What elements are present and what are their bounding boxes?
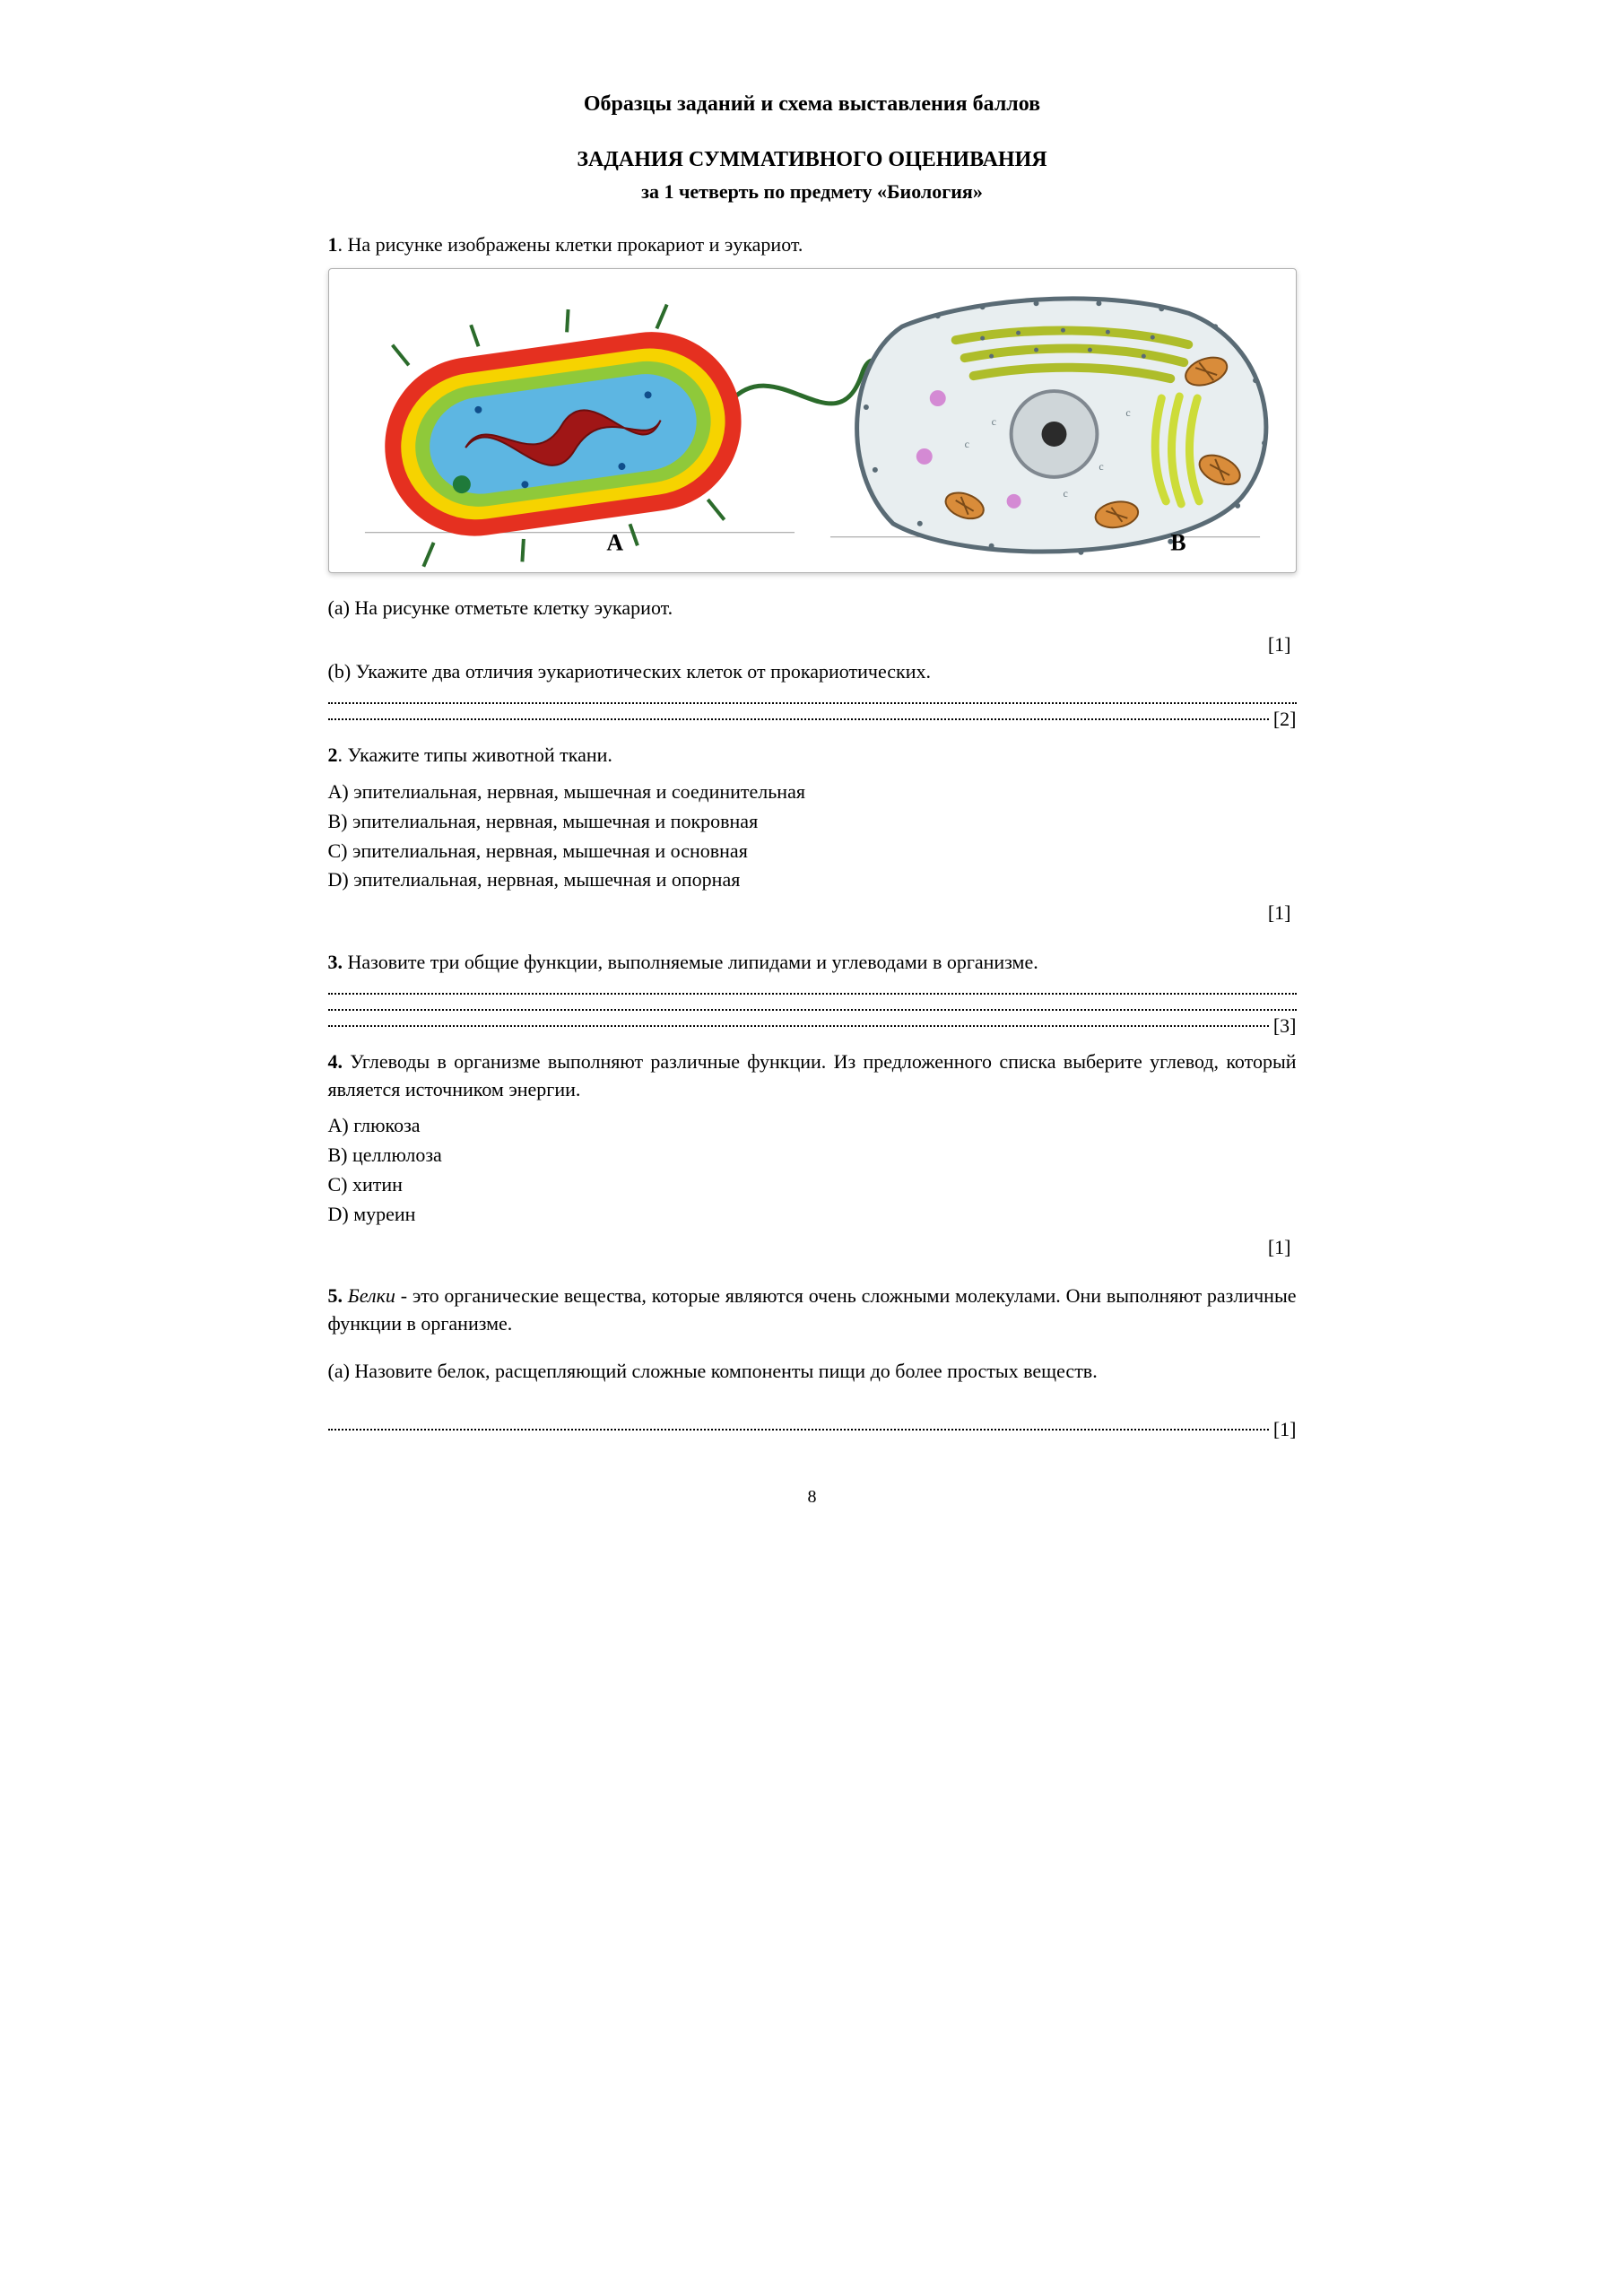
q2-prompt: 2. Укажите типы животной ткани.: [328, 742, 1297, 770]
answer-line: [328, 1018, 1297, 1027]
svg-text:c: c: [991, 415, 995, 428]
header-line3: за 1 четверть по предмету «Биология»: [328, 178, 1297, 206]
q2-opt-c: С) эпителиальная, нервная, мышечная и ос…: [328, 838, 1297, 865]
q4-opt-b: B) целлюлоза: [328, 1142, 1297, 1170]
q2-block: 2. Укажите типы животной ткани. А) эпите…: [328, 742, 1297, 927]
q1b-text: (b) Укажите два отличия эукариотических …: [328, 658, 1297, 686]
svg-text:c: c: [1125, 406, 1130, 419]
q1b-score: [2]: [1270, 706, 1297, 734]
q5-prompt: 5. Белки - это органические вещества, ко…: [328, 1283, 1297, 1338]
q2-opt-b: В) эпителиальная, нервная, мышечная и по…: [328, 808, 1297, 836]
q2-options: А) эпителиальная, нервная, мышечная и со…: [328, 778, 1297, 894]
figure-label-b: B: [1170, 530, 1185, 556]
q1-figure: A: [328, 268, 1297, 573]
q4-text: Углеводы в организме выполняют различные…: [328, 1050, 1297, 1100]
q3-block: 3. Назовите три общие функции, выполняем…: [328, 949, 1297, 1027]
q1a-score: [1]: [328, 631, 1297, 659]
answer-line: [328, 695, 1297, 704]
q1-number: 1: [328, 233, 338, 256]
q2-opt-a: А) эпителиальная, нервная, мышечная и со…: [328, 778, 1297, 806]
prokaryote-cell-icon: [369, 269, 916, 572]
q1a-text: (а) На рисунке отметьте клетку эукариот.: [328, 595, 1297, 622]
q2-text: . Укажите типы животной ткани.: [338, 744, 612, 766]
svg-text:c: c: [1099, 460, 1103, 473]
q2-opt-d: D) эпителиальная, нервная, мышечная и оп…: [328, 866, 1297, 894]
q4-opt-c: C) хитин: [328, 1171, 1297, 1199]
q4-options: A) глюкоза B) целлюлоза C) хитин D) муре…: [328, 1112, 1297, 1228]
svg-text:c: c: [964, 438, 968, 450]
header-line2: ЗАДАНИЯ СУММАТИВНОГО ОЦЕНИВАНИЯ: [328, 145, 1297, 176]
q4-score: [1]: [328, 1234, 1297, 1262]
q1-prompt: 1. На рисунке изображены клетки прокарио…: [328, 231, 1297, 259]
q2-score: [1]: [328, 900, 1297, 927]
header-line1: Образцы заданий и схема выставления балл…: [328, 90, 1297, 120]
answer-line: [328, 986, 1297, 995]
answer-line-with-score: [1]: [328, 1422, 1297, 1431]
q4-prompt: 4. Углеводы в организме выполняют различ…: [328, 1048, 1297, 1104]
answer-line-with-score: [2]: [328, 711, 1297, 720]
q3-text: Назовите три общие функции, выполняемые …: [343, 951, 1038, 973]
q5a-text: (а) Назовите белок, расщепляющий сложные…: [328, 1358, 1297, 1386]
q4-opt-d: D) муреин: [328, 1201, 1297, 1229]
q2-number: 2: [328, 744, 338, 766]
answer-line: [328, 1002, 1297, 1011]
page-container: Образцы заданий и схема выставления балл…: [239, 0, 1386, 1563]
q1-text: . На рисунке изображены клетки прокариот…: [338, 233, 803, 256]
q3-prompt: 3. Назовите три общие функции, выполняем…: [328, 949, 1297, 977]
answer-line-with-score: [3]: [328, 1018, 1297, 1027]
q3-number: 3.: [328, 951, 343, 973]
cells-diagram-svg: A: [329, 269, 1296, 572]
answer-line: [328, 1422, 1297, 1431]
page-number: 8: [328, 1484, 1297, 1509]
eukaryote-cell-icon: c c c c c: [856, 299, 1266, 555]
svg-text:c: c: [1063, 487, 1067, 500]
q4-block: 4. Углеводы в организме выполняют различ…: [328, 1048, 1297, 1262]
q5-text: - это органические вещества, которые явл…: [328, 1284, 1297, 1335]
q5-number: 5.: [328, 1284, 343, 1307]
q5-italic: Белки: [343, 1284, 395, 1307]
q4-opt-a: A) глюкоза: [328, 1112, 1297, 1140]
q4-number: 4.: [328, 1050, 343, 1073]
q5a-score: [1]: [1270, 1416, 1297, 1444]
q3-score: [3]: [1270, 1013, 1297, 1040]
figure-label-a: A: [606, 530, 623, 556]
answer-line: [328, 711, 1297, 720]
q5-block: 5. Белки - это органические вещества, ко…: [328, 1283, 1297, 1430]
